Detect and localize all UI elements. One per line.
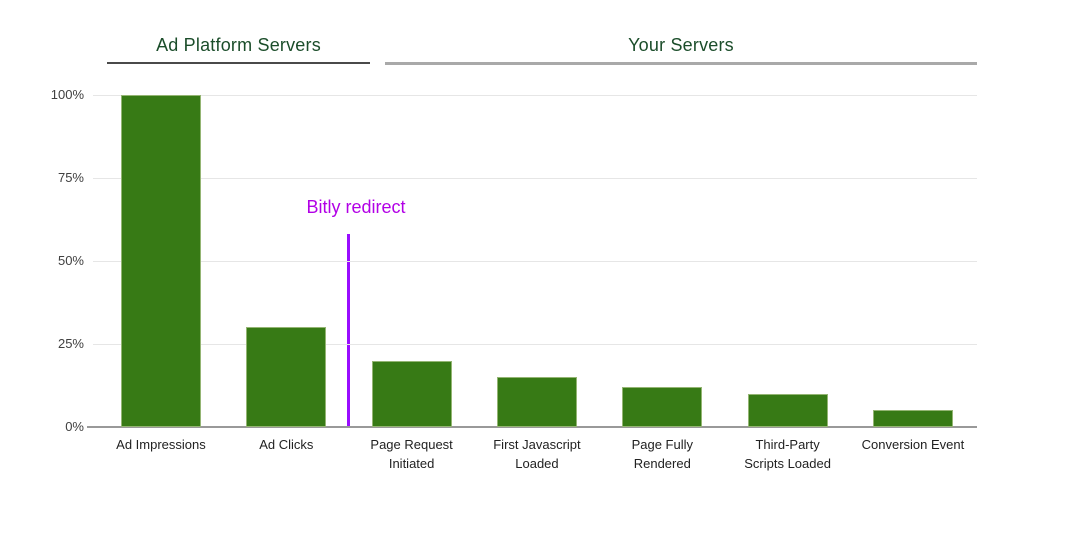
gridline-100 [93, 94, 977, 96]
group-header-label: Ad Platform Servers [156, 35, 321, 55]
y-tick-75: 75% [57, 170, 84, 185]
bar-ad-clicks [246, 327, 327, 427]
bar-third-party-scripts-loaded [747, 393, 828, 427]
gridline-75 [93, 177, 977, 179]
bitly-redirect-line [347, 234, 351, 427]
bar-page-fully-rendered [622, 387, 703, 427]
gridline-25 [93, 343, 977, 345]
gridline-50 [93, 260, 977, 262]
bar-conversion-event [872, 410, 953, 427]
y-tick-0: 0% [65, 419, 84, 434]
group-header-label: Your Servers [628, 35, 734, 55]
bar-page-request-initiated [371, 360, 452, 427]
bar-first-javascript-loaded [496, 377, 577, 427]
group-header-underline [385, 62, 977, 65]
bitly-redirect-label: Bitly redirect [306, 197, 406, 217]
category-label-page-request-initiated: Page Request Initiated [370, 437, 453, 471]
y-tick-25: 25% [57, 336, 84, 351]
y-tick-50: 50% [57, 253, 84, 268]
category-label-third-party-scripts-loaded: Third-Party Scripts Loaded [744, 437, 831, 471]
category-label-page-fully-rendered: Page Fully Rendered [631, 437, 693, 471]
group-header-ad-platform-servers: Ad Platform Servers [107, 33, 370, 64]
category-label-conversion-event: Conversion Event [861, 437, 965, 452]
y-tick-100: 100% [50, 87, 84, 102]
x-axis-line [87, 426, 977, 428]
group-header-your-servers: Your Servers [385, 33, 977, 65]
category-label-first-javascript-loaded: First Javascript Loaded [493, 437, 581, 471]
group-header-underline [107, 62, 370, 64]
category-label-ad-clicks: Ad Clicks [259, 437, 314, 452]
bar-ad-impressions [120, 95, 201, 427]
category-label-ad-impressions: Ad Impressions [116, 437, 206, 452]
